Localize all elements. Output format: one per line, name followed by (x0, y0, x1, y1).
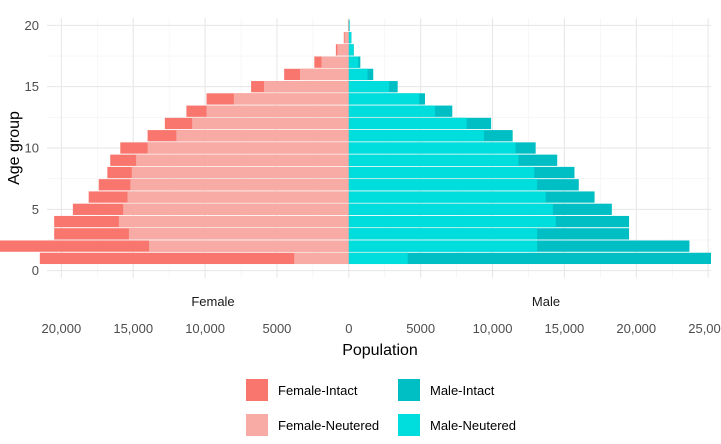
bar-female-neutered-age-19 (344, 31, 349, 44)
y-axis-title: Age group (6, 111, 23, 185)
bar-male-neutered-age-1 (348, 252, 408, 265)
bar-female-neutered-age-14 (233, 93, 349, 105)
bar-male-neutered-age-17 (348, 56, 359, 68)
bar-female-neutered-age-17 (321, 56, 349, 68)
bar-female-neutered-age-2 (149, 240, 349, 252)
bar-female-neutered-age-4 (118, 215, 349, 228)
bar-female-neutered-age-3 (128, 228, 349, 240)
y-tick-label: 20 (25, 18, 39, 33)
bar-male-neutered-age-20 (348, 19, 350, 31)
legend-label-male-neutered: Male-Neutered (430, 418, 516, 433)
panel-label-female: Female (191, 294, 234, 309)
bar-male-neutered-age-6 (348, 191, 546, 203)
bar-male-intact-age-1 (348, 252, 711, 265)
legend-swatch-male-neutered (398, 414, 420, 436)
x-tick-label: 15,000 (545, 321, 585, 336)
y-tick-label: 10 (25, 141, 39, 156)
bar-male-neutered-age-13 (348, 105, 436, 117)
bar-female-neutered-age-12 (192, 117, 349, 130)
bar-male-neutered-age-16 (348, 68, 368, 81)
panel-label-male: Male (532, 294, 560, 309)
bar-female-intact-age-1 (39, 252, 349, 265)
bar-female-neutered-age-8 (131, 166, 349, 179)
y-tick-label: 0 (32, 263, 39, 278)
x-tick-label: 10,000 (185, 321, 225, 336)
legend: Female-Intact Male-Intact Female-Neutere… (246, 379, 516, 436)
x-tick-label: 10,000 (473, 321, 513, 336)
bar-female-neutered-age-9 (136, 154, 349, 166)
bar-female-neutered-age-11 (176, 130, 349, 142)
bar-female-neutered-age-13 (206, 105, 349, 117)
bar-female-neutered-age-5 (123, 203, 349, 215)
legend-swatch-female-intact (246, 379, 268, 401)
bar-layer (0, 19, 711, 265)
bar-male-neutered-age-14 (348, 93, 420, 105)
x-tick-label: 20,000 (41, 321, 81, 336)
bar-male-neutered-age-10 (348, 142, 516, 154)
x-axis-ticks: 20,000 15,000 10,000 5000 0 5000 10,000 15,000 2… (41, 321, 721, 336)
bar-female-neutered-age-7 (130, 179, 349, 191)
legend-label-male-intact: Male-Intact (430, 383, 495, 398)
bar-female-neutered-age-15 (264, 81, 349, 93)
y-tick-label: 15 (25, 79, 39, 94)
x-tick-label: 25,000 (688, 321, 721, 336)
bar-male-neutered-age-3 (348, 228, 538, 240)
bar-male-neutered-age-12 (348, 117, 467, 130)
bar-male-neutered-age-7 (348, 179, 538, 191)
bar-male-neutered-age-11 (348, 130, 484, 142)
y-tick-label: 5 (32, 202, 39, 217)
bar-female-neutered-age-6 (127, 191, 349, 203)
bar-male-neutered-age-15 (348, 81, 390, 93)
x-tick-label: 5000 (262, 321, 291, 336)
x-tick-label: 5000 (406, 321, 435, 336)
bar-male-neutered-age-9 (348, 154, 519, 166)
bar-male-neutered-age-5 (348, 203, 553, 215)
bar-male-neutered-age-8 (348, 166, 535, 179)
bar-male-neutered-age-4 (348, 215, 556, 228)
x-axis-title: Population (342, 342, 418, 359)
legend-label-female-neutered: Female-Neutered (278, 418, 379, 433)
bar-female-neutered-age-18 (337, 44, 349, 56)
y-axis-ticks: 0 5 10 15 20 (25, 18, 39, 278)
bar-male-neutered-age-2 (348, 240, 538, 252)
x-tick-label: 15,000 (113, 321, 153, 336)
x-tick-label: 20,000 (616, 321, 656, 336)
bar-male-neutered-age-19 (348, 31, 352, 44)
bar-female-neutered-age-10 (147, 142, 349, 154)
legend-label-female-intact: Female-Intact (278, 383, 358, 398)
x-tick-label: 0 (345, 321, 352, 336)
bar-female-neutered-age-20 (348, 19, 349, 31)
bar-female-neutered-age-1 (294, 252, 349, 265)
legend-swatch-male-intact (398, 379, 420, 401)
bar-female-neutered-age-16 (299, 68, 349, 81)
bar-male-neutered-age-18 (348, 44, 354, 56)
legend-swatch-female-neutered (246, 414, 268, 436)
